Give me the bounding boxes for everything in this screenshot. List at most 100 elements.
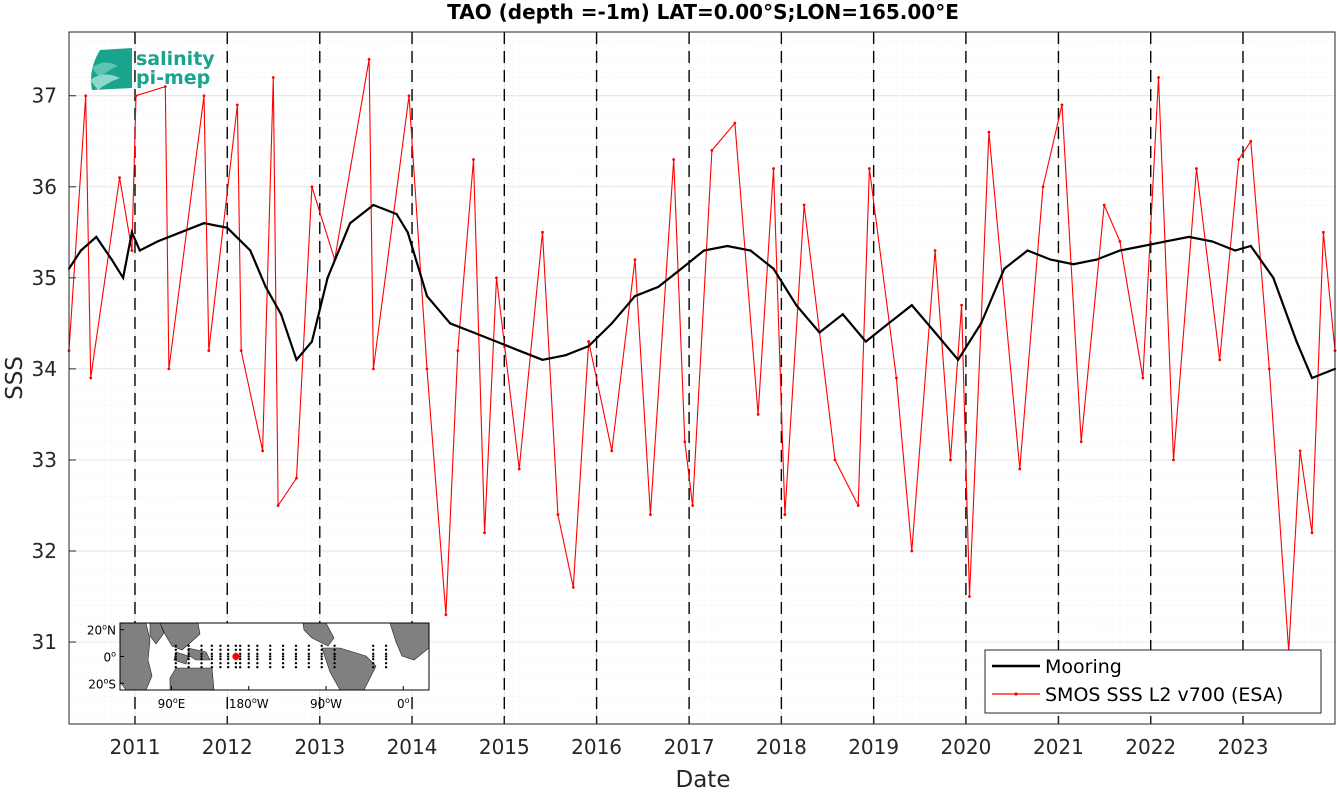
- data-point-smos-51: [960, 303, 964, 307]
- data-point-mooring-36: [772, 267, 775, 270]
- buoy-marker-99: [320, 648, 323, 651]
- legend-box: [984, 649, 1322, 714]
- data-point-mooring-26: [541, 358, 544, 361]
- buoy-marker-112: [372, 644, 375, 647]
- data-point-smos-27: [517, 467, 521, 471]
- buoy-marker-29: [219, 648, 222, 651]
- data-point-smos-72: [1321, 230, 1325, 234]
- buoy-marker-5: [174, 662, 177, 665]
- data-point-mooring-16: [326, 276, 329, 279]
- data-point-smos-45: [856, 504, 860, 507]
- buoy-marker-33: [219, 662, 222, 665]
- buoy-marker-23: [210, 652, 214, 656]
- data-point-smos-49: [933, 249, 937, 252]
- inset-lat-label-0: 20oN: [87, 623, 116, 638]
- data-point-smos-20: [407, 94, 411, 98]
- data-point-smos-60: [1118, 240, 1122, 243]
- data-point-smos-46: [867, 167, 871, 170]
- data-point-smos-63: [1172, 458, 1175, 462]
- inset-lon-label-2: 90oW: [310, 696, 342, 711]
- buoy-marker-36: [226, 648, 230, 651]
- y-tick-label-37: 37: [32, 84, 57, 108]
- buoy-marker-56: [247, 644, 250, 647]
- buoy-marker-105: [333, 644, 336, 647]
- buoy-marker-51: [238, 652, 242, 656]
- data-point-mooring-51: [1118, 249, 1121, 252]
- data-point-mooring-47: [1026, 249, 1029, 252]
- buoy-marker-25: [210, 657, 214, 661]
- data-point-mooring-6: [138, 249, 141, 252]
- legend-label-smos: SMOS SSS L2 v700 (ESA): [1045, 684, 1283, 706]
- buoy-marker-47: [234, 662, 238, 665]
- logo-text-pi-mep: pi-mep: [136, 67, 210, 89]
- buoy-marker-10: [187, 655, 190, 658]
- x-axis-label: Date: [676, 767, 731, 790]
- data-point-smos-56: [1041, 185, 1045, 189]
- data-point-smos-12: [261, 449, 265, 453]
- data-point-mooring-33: [702, 249, 706, 252]
- data-point-smos-48: [910, 549, 914, 553]
- buoy-marker-30: [219, 652, 222, 656]
- buoy-marker-41: [226, 666, 230, 669]
- data-point-mooring-18: [372, 203, 375, 207]
- buoy-marker-22: [210, 648, 214, 651]
- data-point-mooring-8: [179, 231, 182, 234]
- data-point-smos-15: [295, 476, 298, 480]
- buoy-marker-20: [200, 666, 203, 669]
- data-point-smos-5: [134, 94, 138, 98]
- data-point-mooring-12: [264, 285, 267, 289]
- data-point-mooring-37: [795, 304, 798, 307]
- buoy-marker-75: [269, 662, 272, 665]
- data-point-mooring-20: [406, 231, 409, 234]
- buoy-marker-24: [210, 655, 214, 658]
- data-point-mooring-55: [1211, 240, 1214, 243]
- buoy-marker-7: [187, 644, 190, 647]
- buoy-marker-62: [247, 666, 250, 669]
- x-tick-label-2020: 2020: [940, 735, 991, 759]
- buoy-marker-67: [256, 657, 259, 661]
- x-tick-label-2017: 2017: [664, 735, 715, 759]
- data-point-mooring-25: [518, 349, 521, 352]
- data-point-smos-21: [425, 367, 429, 371]
- data-point-mooring-54: [1187, 235, 1190, 238]
- data-point-mooring-28: [587, 345, 590, 348]
- buoy-marker-78: [281, 648, 285, 651]
- buoy-marker-42: [234, 644, 238, 647]
- buoy-marker-11: [187, 657, 190, 661]
- x-tick-label-2022: 2022: [1125, 735, 1176, 759]
- buoy-marker-60: [247, 657, 250, 661]
- data-point-mooring-3: [110, 258, 113, 261]
- buoy-marker-96: [307, 662, 311, 665]
- buoy-marker-120: [384, 648, 388, 651]
- buoy-marker-17: [200, 655, 203, 658]
- y-tick-label-34: 34: [32, 357, 57, 381]
- y-tick-label-36: 36: [32, 175, 57, 199]
- data-point-smos-6: [163, 85, 167, 89]
- data-point-smos-41: [772, 167, 775, 170]
- inset-lon-label-1: 180oW: [229, 696, 269, 711]
- data-point-mooring-35: [749, 249, 752, 252]
- buoy-marker-103: [320, 662, 323, 665]
- year-gridlines: [134, 32, 1244, 724]
- x-tick-label-2016: 2016: [571, 735, 622, 759]
- buoy-marker-121: [384, 652, 388, 656]
- buoy-marker-28: [219, 644, 222, 647]
- data-point-mooring-40: [864, 340, 867, 343]
- buoy-marker-85: [294, 648, 298, 651]
- data-point-mooring-42: [910, 304, 913, 307]
- buoy-marker-2: [174, 652, 177, 656]
- plot-area: [69, 32, 1335, 724]
- data-point-smos-23: [456, 349, 460, 353]
- buoy-marker-0: [174, 644, 177, 647]
- data-point-smos-43: [802, 203, 806, 207]
- buoy-marker-83: [281, 666, 285, 669]
- data-point-mooring-60: [1310, 376, 1314, 380]
- data-point-smos-57: [1060, 103, 1064, 107]
- data-point-mooring-59: [1295, 340, 1298, 343]
- inset-lon-label-0: 90oE: [158, 696, 186, 711]
- data-point-smos-33: [633, 258, 637, 262]
- buoy-marker-110: [333, 662, 336, 665]
- data-point-mooring-4: [121, 276, 125, 279]
- data-point-mooring-21: [425, 294, 429, 298]
